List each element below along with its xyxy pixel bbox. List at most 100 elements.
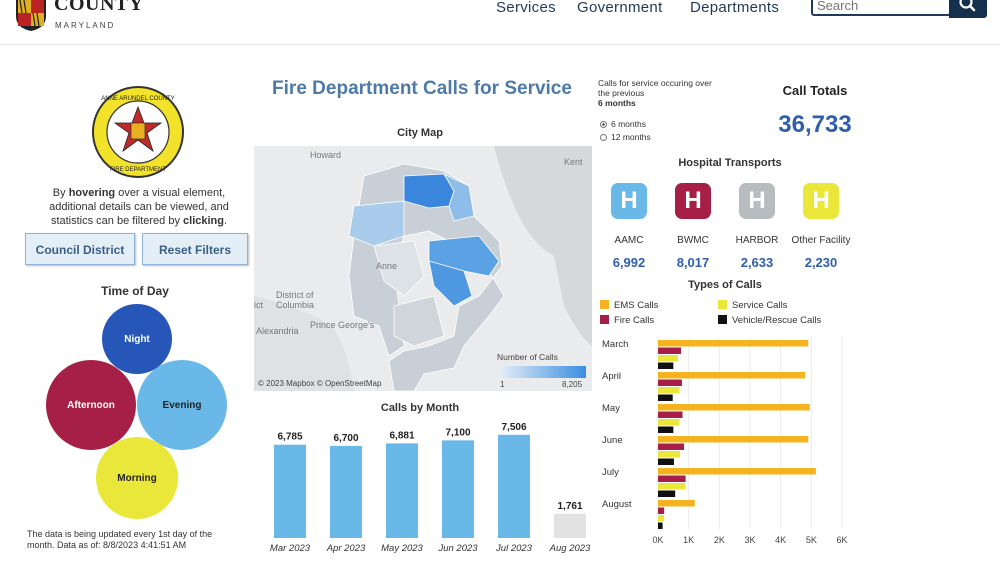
svg-text:FIRE DEPARTMENT: FIRE DEPARTMENT — [110, 167, 166, 173]
call-type-bar[interactable] — [658, 372, 806, 379]
legend-ems[interactable]: EMS Calls — [600, 300, 658, 311]
call-type-bar[interactable] — [658, 443, 685, 451]
bubble-morning[interactable]: Morning — [96, 437, 178, 519]
fire-swatch-icon — [600, 315, 609, 324]
map-canvas[interactable] — [254, 146, 592, 391]
call-type-bar[interactable] — [658, 340, 809, 347]
vehicle-swatch-icon — [718, 315, 727, 324]
month-axis-label: Mar 2023 — [270, 543, 311, 554]
hospital-aamc-icon[interactable]: H — [611, 183, 647, 219]
month-bar-value: 6,700 — [333, 433, 358, 444]
hospital-harbor-value: 2,633 — [740, 255, 774, 270]
legend-fire[interactable]: Fire Calls — [600, 315, 654, 326]
call-type-bar[interactable] — [658, 379, 682, 387]
month-axis-label: Apr 2023 — [326, 543, 366, 554]
call-type-bar[interactable] — [658, 436, 809, 443]
call-type-bar[interactable] — [658, 394, 673, 402]
month-category-label: April — [602, 371, 621, 382]
call-type-bar[interactable] — [658, 515, 665, 522]
site-header: COUNTY MARYLAND Services Government Depa… — [0, 0, 1000, 45]
calls-by-month-title: Calls by Month — [380, 402, 460, 414]
x-tick-label: 5K — [806, 535, 817, 545]
nav-services[interactable]: Services — [496, 0, 556, 16]
county-seal-icon[interactable] — [14, 0, 48, 32]
month-bar-value: 7,506 — [501, 422, 526, 433]
month-category-label: July — [602, 467, 619, 478]
month-bar[interactable] — [386, 443, 418, 538]
month-bar[interactable] — [442, 440, 474, 538]
map-label-district: District of — [276, 290, 314, 300]
radio-12-months[interactable]: 12 months — [600, 132, 651, 142]
month-bar[interactable] — [554, 513, 586, 538]
call-type-bar[interactable] — [658, 387, 680, 394]
month-axis-label: Jun 2023 — [437, 543, 478, 554]
month-category-label: March — [602, 339, 628, 350]
month-bar[interactable] — [274, 444, 306, 538]
call-type-bar[interactable] — [658, 458, 674, 466]
service-swatch-icon — [718, 300, 727, 309]
month-bar-value: 1,761 — [557, 501, 582, 512]
types-of-calls-title: Types of Calls — [688, 279, 762, 291]
map-credit[interactable]: © 2023 Mapbox © OpenStreetMap — [258, 379, 382, 388]
call-type-bar[interactable] — [658, 347, 681, 355]
call-type-bar[interactable] — [658, 468, 816, 475]
radio-6-months[interactable]: 6 months — [600, 119, 646, 129]
month-axis-label: Aug 2023 — [549, 543, 591, 554]
x-tick-label: 3K — [744, 535, 755, 545]
legend-service[interactable]: Service Calls — [718, 300, 787, 311]
call-type-bar[interactable] — [658, 419, 680, 426]
call-type-bar[interactable] — [658, 500, 695, 507]
types-of-calls-chart[interactable]: 0K 1K 2K 3K 4K 5K 6K March April May June July Augus… — [596, 332, 856, 552]
legend-max: 8,205 — [562, 380, 583, 389]
hospital-other-icon[interactable]: H — [803, 183, 839, 219]
legend-min: 1 — [500, 380, 505, 389]
map-title: City Map — [397, 127, 443, 139]
month-category-label: June — [602, 435, 623, 446]
call-type-bar[interactable] — [658, 522, 663, 530]
x-tick-label: 0K — [652, 535, 663, 545]
call-type-bar[interactable] — [658, 411, 683, 419]
bubble-evening[interactable]: Evening — [137, 360, 227, 450]
month-bar[interactable] — [498, 434, 530, 538]
page-title: Fire Department Calls for Service — [272, 78, 572, 99]
call-type-bar[interactable] — [658, 490, 676, 498]
month-category-label: May — [602, 403, 620, 414]
hospital-other-label: Other Facility — [791, 235, 851, 246]
call-type-bar[interactable] — [658, 507, 665, 515]
calls-by-month-chart[interactable]: 6,785 Mar 2023 6,700 Apr 2023 6,881 May 2023 7… — [254, 418, 592, 556]
x-tick-label: 6K — [836, 535, 847, 545]
call-type-bar[interactable] — [658, 355, 678, 362]
legend-title: Number of Calls — [497, 352, 558, 362]
call-type-bar[interactable] — [658, 451, 681, 458]
search-icon — [959, 0, 976, 12]
hospital-other-value: 2,230 — [804, 255, 838, 270]
period-note: Calls for service occuring over the prev… — [598, 78, 712, 108]
nav-government[interactable]: Government — [577, 0, 663, 16]
x-tick-label: 2K — [714, 535, 725, 545]
call-type-bar[interactable] — [658, 475, 686, 483]
search-button[interactable] — [949, 0, 987, 18]
map-label-columbia: Columbia — [276, 300, 315, 310]
month-axis-label: May 2023 — [381, 543, 423, 554]
call-type-bar[interactable] — [658, 404, 810, 411]
month-bar-value: 7,100 — [445, 427, 470, 438]
nav-departments[interactable]: Departments — [690, 0, 780, 16]
month-axis-label: Jul 2023 — [495, 543, 533, 554]
hospital-bwmc-icon[interactable]: H — [675, 183, 711, 219]
logo-title[interactable]: COUNTY — [54, 0, 144, 15]
call-type-bar[interactable] — [658, 362, 674, 370]
bubble-afternoon[interactable]: Afternoon — [46, 360, 136, 450]
city-map[interactable]: Howard Kent Anne District of Columbia Pr… — [254, 146, 592, 391]
hospital-harbor-icon[interactable]: H — [739, 183, 775, 219]
hospital-bwmc-label: BWMC — [677, 235, 709, 246]
fire-department-seal-icon: ANNE ARUNDEL COUNTY FIRE DEPARTMENT — [92, 86, 184, 178]
reset-filters-button[interactable]: Reset Filters — [142, 233, 248, 265]
legend-vehicle[interactable]: Vehicle/Rescue Calls — [718, 315, 821, 326]
month-bar[interactable] — [330, 445, 362, 538]
hospital-transports-title: Hospital Transports — [678, 157, 782, 169]
call-type-bar[interactable] — [658, 426, 674, 434]
call-type-bar[interactable] — [658, 483, 686, 490]
search-input[interactable] — [811, 0, 951, 16]
council-district-button[interactable]: Council District — [25, 233, 135, 265]
bubble-night[interactable]: Night — [102, 304, 172, 374]
